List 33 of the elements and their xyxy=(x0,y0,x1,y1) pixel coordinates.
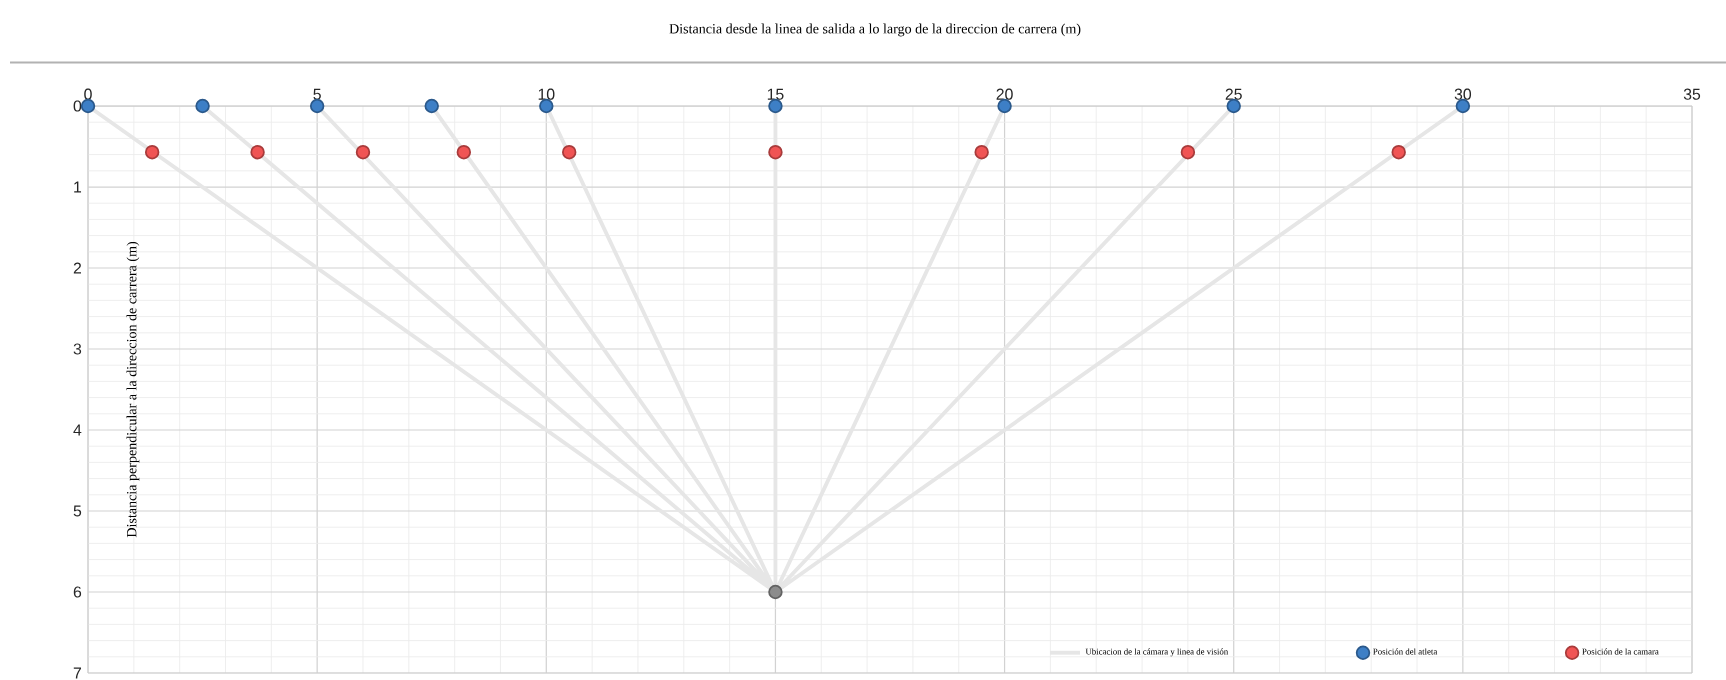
x-tick-label: 10 xyxy=(538,88,555,100)
y-tick-label: 2 xyxy=(73,262,81,274)
legend-label: Posición de la camara xyxy=(1582,648,1659,655)
point xyxy=(768,584,783,600)
point xyxy=(144,144,160,160)
point xyxy=(1391,144,1406,160)
point xyxy=(974,144,989,160)
point xyxy=(562,144,577,160)
point xyxy=(424,98,439,114)
x-tick-label: 25 xyxy=(1225,88,1242,100)
point xyxy=(1180,144,1196,160)
y-tick-label: 5 xyxy=(73,505,82,517)
y-axis-title: Distancia perpendicular a la direccion de carrera (m) xyxy=(126,241,140,538)
point xyxy=(309,98,325,114)
x-tick-label: 15 xyxy=(767,88,784,100)
point xyxy=(355,144,371,160)
point xyxy=(195,98,210,114)
point xyxy=(456,144,472,160)
point xyxy=(768,144,783,160)
point xyxy=(250,144,265,160)
point xyxy=(80,98,96,114)
y-tick-label: 7 xyxy=(73,667,81,679)
y-tick-label: 0 xyxy=(73,100,82,112)
y-tick-label: 4 xyxy=(73,424,82,436)
y-tick-label: 6 xyxy=(73,586,82,598)
x-tick-label: 35 xyxy=(1683,88,1701,100)
x-tick-label: 20 xyxy=(996,88,1013,100)
chart-title: Distancia desde la linea de salida a lo largo de la direccion de carrera (m) xyxy=(669,23,1081,37)
x-tick-label: 30 xyxy=(1454,88,1472,100)
legend-label: Posición del atleta xyxy=(1373,648,1438,655)
y-tick-label: 1 xyxy=(74,181,82,193)
legend-label: Ubicacion de la cámara y linea de visión xyxy=(1085,648,1229,657)
y-tick-label: 3 xyxy=(73,343,82,355)
